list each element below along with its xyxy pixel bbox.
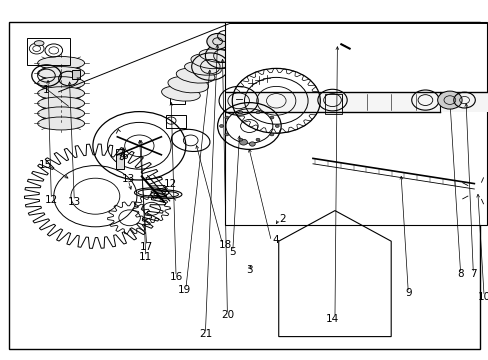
Text: 1: 1: [43, 85, 50, 95]
Text: 12: 12: [44, 195, 58, 205]
Bar: [338, 50, 351, 56]
Bar: [116, 149, 124, 169]
Ellipse shape: [176, 68, 215, 83]
Bar: [325, 94, 342, 114]
Text: 2: 2: [278, 214, 285, 224]
Text: 17: 17: [140, 242, 153, 252]
Text: 9: 9: [404, 288, 411, 298]
Bar: [170, 97, 184, 104]
Text: 8: 8: [456, 269, 463, 279]
Circle shape: [307, 83, 325, 96]
Circle shape: [239, 139, 247, 145]
Ellipse shape: [38, 117, 84, 130]
Ellipse shape: [199, 49, 236, 63]
Text: 15: 15: [38, 160, 52, 170]
Circle shape: [224, 116, 228, 119]
Text: 19: 19: [178, 285, 191, 295]
Circle shape: [256, 138, 260, 141]
Bar: [225, 92, 487, 112]
Text: 13: 13: [67, 197, 81, 207]
Bar: [166, 115, 185, 128]
Ellipse shape: [38, 87, 84, 100]
Ellipse shape: [38, 67, 84, 80]
Text: 7: 7: [469, 269, 476, 279]
Ellipse shape: [38, 77, 84, 90]
Circle shape: [256, 111, 260, 114]
Text: 16: 16: [169, 272, 183, 282]
Bar: [27, 38, 70, 65]
Text: 5: 5: [229, 247, 236, 257]
Ellipse shape: [38, 97, 84, 110]
Text: 13: 13: [121, 174, 135, 184]
Ellipse shape: [38, 107, 84, 120]
Circle shape: [269, 116, 273, 119]
Bar: [72, 70, 80, 79]
Text: 10: 10: [477, 292, 488, 302]
Ellipse shape: [184, 62, 221, 75]
Text: 21: 21: [198, 329, 212, 339]
Circle shape: [330, 74, 342, 83]
Bar: [224, 22, 486, 225]
Text: 3: 3: [245, 265, 252, 275]
Text: 4: 4: [271, 235, 278, 246]
Circle shape: [275, 125, 279, 127]
Ellipse shape: [38, 57, 84, 69]
Text: 20: 20: [221, 310, 233, 320]
Ellipse shape: [190, 54, 229, 69]
Text: 11: 11: [139, 252, 152, 262]
Text: 6: 6: [121, 150, 128, 161]
Circle shape: [437, 91, 461, 109]
Circle shape: [206, 33, 228, 49]
Circle shape: [302, 68, 318, 80]
Text: 18: 18: [218, 240, 231, 250]
Circle shape: [238, 111, 242, 114]
Circle shape: [224, 133, 228, 136]
Circle shape: [249, 142, 255, 146]
Ellipse shape: [161, 86, 200, 101]
Text: 14: 14: [325, 314, 339, 324]
Circle shape: [269, 133, 273, 136]
Ellipse shape: [34, 41, 44, 46]
Ellipse shape: [167, 76, 208, 93]
Text: 12: 12: [163, 179, 177, 189]
Circle shape: [219, 125, 223, 127]
Circle shape: [238, 138, 242, 141]
